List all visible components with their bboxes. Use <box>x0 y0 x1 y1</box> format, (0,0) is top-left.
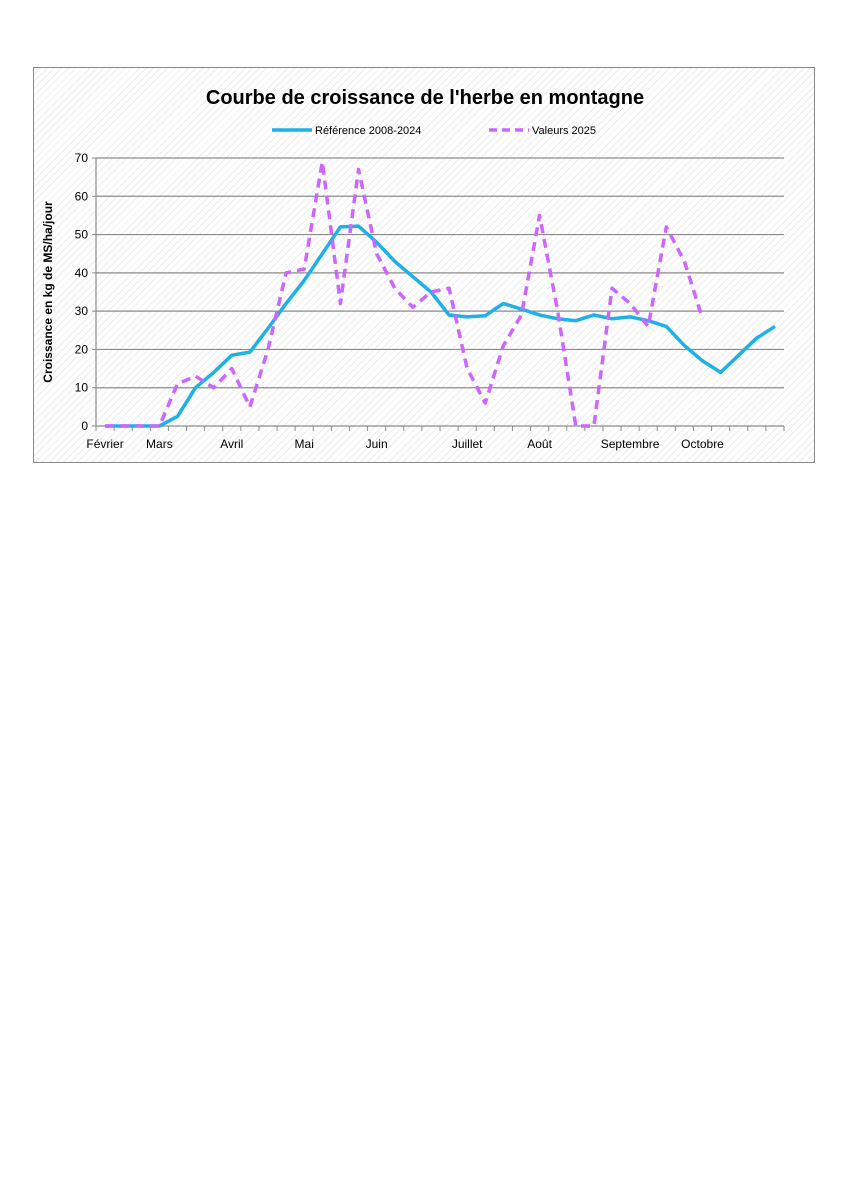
y-tick-label: 20 <box>75 342 89 356</box>
y-tick-label: 10 <box>75 381 89 395</box>
series-line <box>105 160 705 428</box>
x-tick-label: Juin <box>366 437 388 451</box>
x-tick-label: Février <box>86 437 123 451</box>
x-tick-label: Mars <box>146 437 173 451</box>
x-tick-label: Avril <box>220 437 243 451</box>
x-tick-label: Septembre <box>601 437 660 451</box>
y-axis-label: Croissance en kg de MS/ha/jour <box>41 201 55 383</box>
x-tick-label: Août <box>527 437 552 451</box>
y-tick-label: 40 <box>75 266 89 280</box>
legend-label: Valeurs 2025 <box>532 125 596 137</box>
y-tick-label: 0 <box>81 419 88 433</box>
x-tick-label: Octobre <box>681 437 724 451</box>
legend-label: Référence 2008-2024 <box>315 125 421 137</box>
y-tick-label: 50 <box>75 228 89 242</box>
x-tick-label: Mai <box>295 437 314 451</box>
line-chart: Courbe de croissance de l'herbe en monta… <box>41 87 785 451</box>
chart-title: Courbe de croissance de l'herbe en monta… <box>206 87 644 109</box>
series-line <box>105 224 776 428</box>
y-tick-label: 30 <box>75 304 89 318</box>
x-tick-label: Juillet <box>452 437 483 451</box>
chart-frame: Courbe de croissance de l'herbe en monta… <box>33 67 815 463</box>
y-tick-label: 60 <box>75 189 89 203</box>
y-tick-label: 70 <box>75 151 89 165</box>
